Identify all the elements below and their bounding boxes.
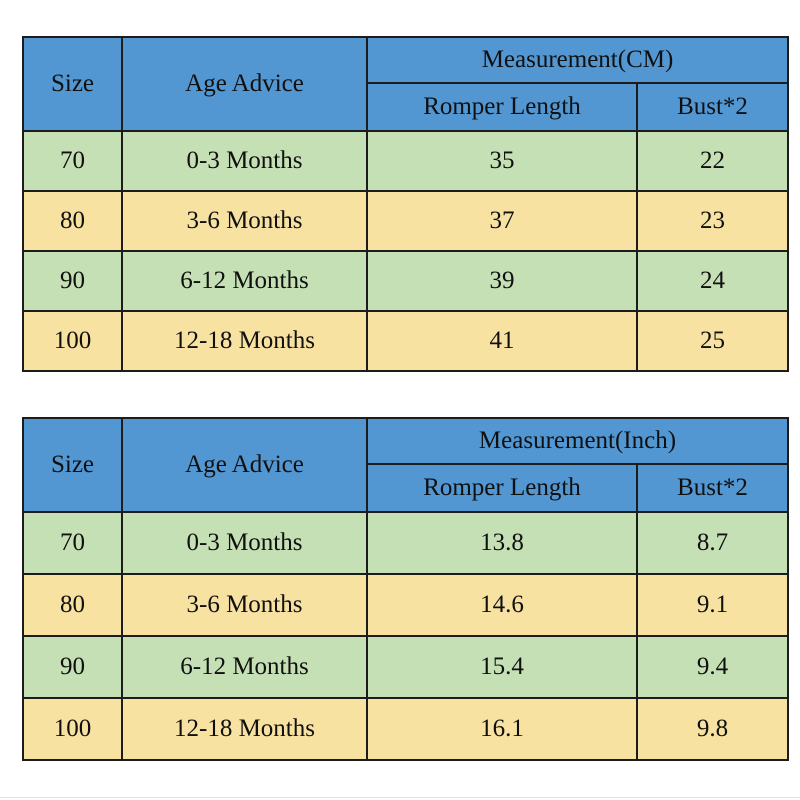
inch-header-size: Size: [22, 417, 123, 513]
inch-header-measurement-group: Measurement(Inch): [366, 417, 789, 465]
inch-row0-size: 70: [22, 511, 123, 575]
cm-table-row: 80 3-6 Months 37 23: [22, 190, 789, 252]
inch-row2-bust: 9.4: [636, 635, 789, 699]
cm-row2-size: 90: [22, 250, 123, 312]
inch-header-age-advice: Age Advice: [121, 417, 368, 513]
size-chart-inch-table: Size Age Advice Measurement(Inch) Romper…: [22, 417, 789, 761]
cm-header-age-advice: Age Advice: [121, 36, 368, 132]
cm-row2-bust: 24: [636, 250, 789, 312]
cm-row3-age: 12-18 Months: [121, 310, 368, 372]
cm-row1-romper-length: 37: [366, 190, 638, 252]
inch-row1-bust: 9.1: [636, 573, 789, 637]
inch-header-bust: Bust*2: [636, 463, 789, 513]
inch-row3-bust: 9.8: [636, 697, 789, 761]
cm-row1-bust: 23: [636, 190, 789, 252]
cm-row0-bust: 22: [636, 130, 789, 192]
inch-row2-romper-length: 15.4: [366, 635, 638, 699]
cm-table-row: 70 0-3 Months 35 22: [22, 130, 789, 192]
page-bottom-divider: [0, 797, 800, 798]
cm-table-row: 100 12-18 Months 41 25: [22, 310, 789, 372]
cm-header-measurement-group: Measurement(CM): [366, 36, 789, 84]
inch-row2-age: 6-12 Months: [121, 635, 368, 699]
inch-row1-age: 3-6 Months: [121, 573, 368, 637]
cm-header-romper-length: Romper Length: [366, 82, 638, 132]
cm-table-row: 90 6-12 Months 39 24: [22, 250, 789, 312]
inch-row0-bust: 8.7: [636, 511, 789, 575]
cm-row0-romper-length: 35: [366, 130, 638, 192]
inch-row3-size: 100: [22, 697, 123, 761]
inch-table-row: 70 0-3 Months 13.8 8.7: [22, 511, 789, 575]
cm-row3-romper-length: 41: [366, 310, 638, 372]
inch-table-row: 90 6-12 Months 15.4 9.4: [22, 635, 789, 699]
cm-row0-age: 0-3 Months: [121, 130, 368, 192]
inch-table-row: 100 12-18 Months 16.1 9.8: [22, 697, 789, 761]
cm-row0-size: 70: [22, 130, 123, 192]
cm-row2-romper-length: 39: [366, 250, 638, 312]
inch-header-romper-length: Romper Length: [366, 463, 638, 513]
cm-row1-age: 3-6 Months: [121, 190, 368, 252]
inch-row3-romper-length: 16.1: [366, 697, 638, 761]
inch-row0-romper-length: 13.8: [366, 511, 638, 575]
cm-row3-size: 100: [22, 310, 123, 372]
size-chart-cm-table: Size Age Advice Measurement(CM) Romper L…: [22, 36, 789, 372]
cm-row1-size: 80: [22, 190, 123, 252]
inch-row1-romper-length: 14.6: [366, 573, 638, 637]
cm-header-bust: Bust*2: [636, 82, 789, 132]
cm-row3-bust: 25: [636, 310, 789, 372]
inch-table-row: 80 3-6 Months 14.6 9.1: [22, 573, 789, 637]
cm-header-size: Size: [22, 36, 123, 132]
cm-row2-age: 6-12 Months: [121, 250, 368, 312]
inch-row0-age: 0-3 Months: [121, 511, 368, 575]
inch-row3-age: 12-18 Months: [121, 697, 368, 761]
inch-row1-size: 80: [22, 573, 123, 637]
inch-row2-size: 90: [22, 635, 123, 699]
